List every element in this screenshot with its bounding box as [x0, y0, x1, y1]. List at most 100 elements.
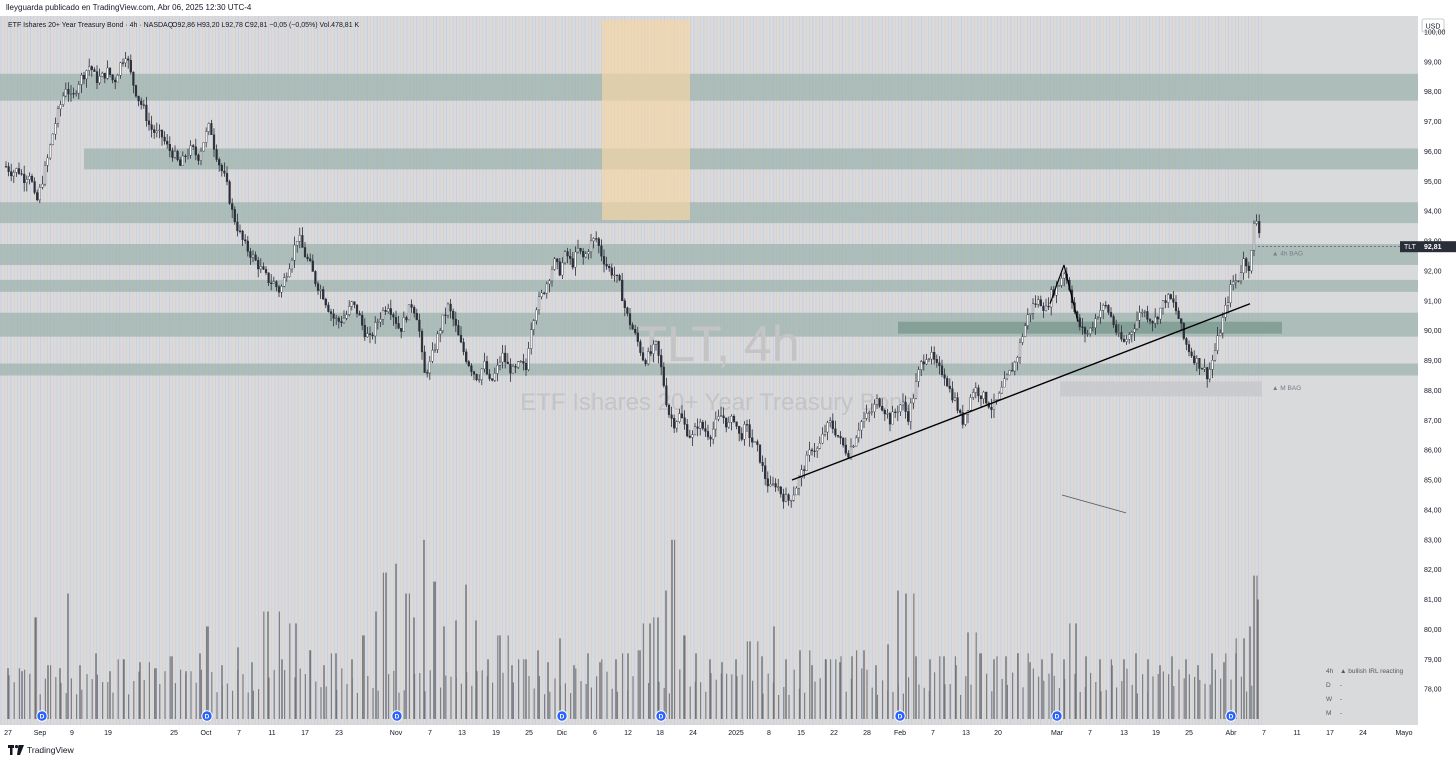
candle-body — [1005, 374, 1009, 379]
candle-body — [106, 67, 109, 79]
volume-bar — [356, 692, 358, 719]
trendline — [1049, 264, 1065, 304]
candle-body — [545, 283, 548, 294]
currency-badge[interactable]: USD — [1421, 18, 1445, 33]
candle-body — [1112, 316, 1115, 326]
dividend-label: D — [1055, 714, 1060, 721]
candle-body — [704, 428, 707, 432]
price-chart[interactable]: TLT, 4h ETF Ishares 20+ Year Treasury Bo… — [0, 16, 1456, 741]
volume-bar-peak — [799, 650, 801, 719]
volume-bar — [835, 659, 837, 719]
candle-body — [979, 395, 983, 399]
candle-body — [1120, 332, 1123, 340]
volume-bar — [856, 650, 858, 719]
candle-body — [415, 313, 418, 321]
volume-bar — [1022, 687, 1024, 719]
time-axis[interactable]: 27 Sep 9 19 25 Oct 7 11 17 23 Nov 7 13 19 25 Dic 6 12 18 24… — [4, 730, 1413, 737]
volume-bar — [1048, 673, 1050, 719]
candle-body — [329, 311, 333, 314]
candle-body — [974, 387, 977, 393]
y-tick-label: 90,00 — [1424, 328, 1442, 335]
candle-body — [571, 258, 574, 268]
candle-body — [1029, 313, 1032, 315]
volume-bar — [1220, 678, 1222, 719]
candle-body — [816, 448, 819, 452]
volume-bar — [96, 674, 98, 719]
candle-body — [116, 75, 119, 83]
price-zone — [0, 73, 1418, 101]
candle-body — [25, 179, 28, 183]
candle-body — [1063, 273, 1066, 279]
candle-body — [589, 240, 593, 252]
volume-bar-peak — [627, 653, 629, 719]
volume-bar — [195, 682, 197, 719]
candle-body — [327, 304, 330, 312]
volume-bar — [949, 684, 951, 719]
volume-bar-peak — [67, 593, 69, 719]
price-scale-bg — [1418, 16, 1456, 741]
candle-body — [641, 352, 645, 361]
volume-bar-peak — [295, 623, 297, 719]
volume-bar — [637, 650, 639, 719]
candle-body — [1011, 370, 1014, 372]
candle-body — [465, 351, 468, 362]
candle-body — [764, 465, 767, 479]
candle-body — [857, 429, 860, 439]
candle-body — [563, 251, 567, 264]
candle-body — [420, 331, 424, 353]
volume-bar — [1032, 668, 1034, 719]
candle-body — [210, 123, 213, 136]
candle-body — [574, 251, 577, 268]
candle-body — [441, 314, 444, 331]
candle-body — [20, 173, 23, 175]
volume-bar — [211, 672, 213, 719]
volume-bar — [720, 673, 722, 719]
volume-bar-peak — [109, 671, 111, 719]
candle-body — [350, 301, 353, 307]
x-tick-label: 11 — [268, 730, 275, 737]
candle-body — [1242, 258, 1245, 274]
volume-bar — [705, 691, 707, 719]
candle-body — [98, 76, 101, 84]
volume-bar — [642, 623, 644, 719]
volume-bar — [1131, 684, 1133, 719]
candle-body — [1021, 336, 1024, 343]
candle-body — [735, 421, 738, 427]
candle-body — [1200, 368, 1204, 370]
candle-body — [920, 361, 923, 370]
publish-info: lleyguarda publicado en TradingView.com,… — [6, 3, 252, 12]
y-tick-label: 92,00 — [1424, 268, 1442, 275]
candle-body — [1115, 324, 1118, 333]
candle-body — [379, 319, 382, 323]
y-tick-label: 86,00 — [1424, 448, 1442, 455]
volume-bar — [819, 678, 821, 719]
volume-bar — [814, 681, 816, 719]
candle-body — [134, 85, 138, 97]
volume-bar — [1084, 687, 1086, 719]
volume-bar — [632, 676, 634, 719]
volume-bar-peak — [785, 659, 787, 719]
candle-body — [1182, 323, 1185, 339]
volume-bar — [1001, 678, 1003, 719]
x-tick-label: 22 — [830, 730, 838, 737]
y-tick-label: 95,00 — [1424, 179, 1442, 186]
trendline — [791, 303, 1251, 481]
footer-bar: TradingView — [0, 741, 1456, 760]
tradingview-brand[interactable]: TradingView — [8, 745, 74, 755]
volume-bar-peak — [639, 650, 641, 719]
volume-bar — [954, 656, 956, 719]
candle-body — [470, 365, 473, 372]
volume-bar — [908, 677, 910, 719]
candle-body — [644, 359, 647, 365]
candle-body — [194, 146, 197, 156]
candle-body — [787, 494, 790, 501]
candle-body — [849, 446, 853, 458]
candle-body — [439, 330, 442, 335]
volume-bar-peak — [1041, 659, 1043, 719]
candle-body — [163, 136, 166, 142]
volume-bar — [393, 670, 395, 719]
volume-bar-peak — [993, 659, 995, 719]
volume-bar — [377, 690, 379, 719]
volume-bar — [1105, 690, 1107, 719]
price-zone — [84, 148, 1418, 170]
